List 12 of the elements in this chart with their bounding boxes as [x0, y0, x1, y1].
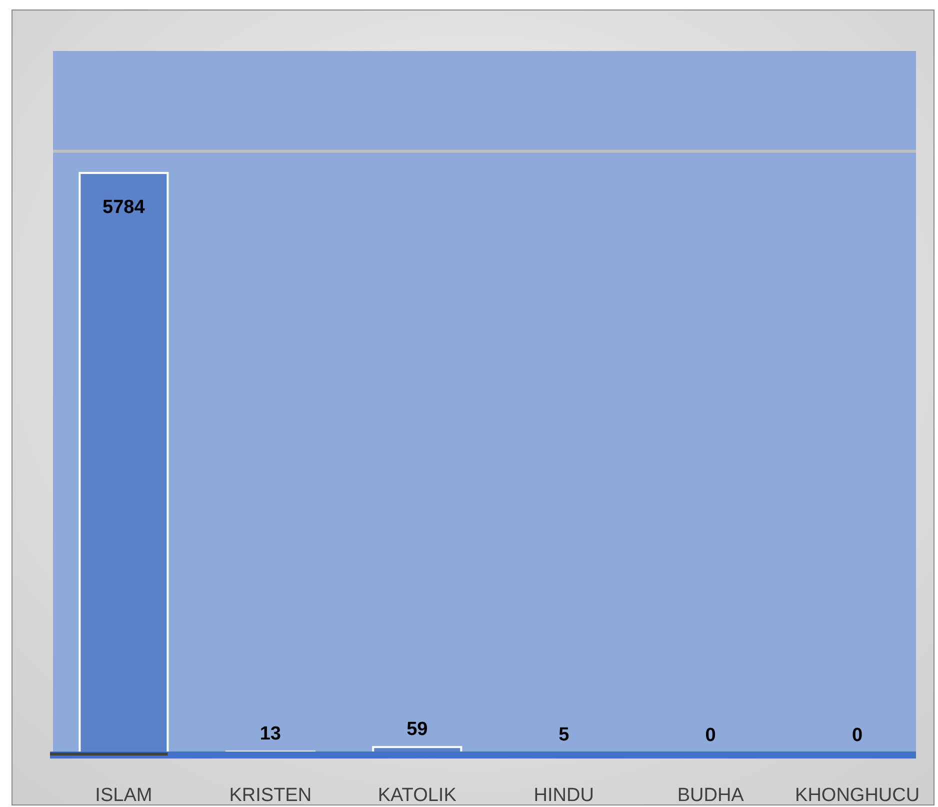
x-tick-label: HINDU — [534, 785, 594, 806]
x-tick-label: BUDHA — [677, 785, 744, 806]
x-tick-label: KRISTEN — [229, 785, 312, 806]
data-label: 5 — [558, 724, 570, 746]
x-tick-label: ISLAM — [95, 785, 152, 806]
data-label: 13 — [260, 724, 281, 745]
data-label: 5784 — [102, 196, 146, 218]
data-label: 0 — [705, 725, 716, 746]
x-tick-label: KATOLIK — [378, 785, 457, 806]
data-label: 59 — [406, 719, 428, 740]
x-tick-label: KHONGHUCU — [795, 785, 920, 806]
data-label: 0 — [852, 725, 863, 746]
